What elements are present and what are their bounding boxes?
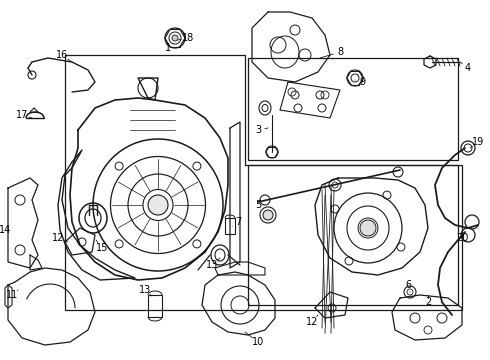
Circle shape (360, 220, 376, 236)
Text: 1: 1 (165, 43, 171, 53)
Text: 12: 12 (52, 233, 64, 243)
Text: 13: 13 (206, 260, 218, 270)
Circle shape (263, 210, 273, 220)
Text: 20: 20 (456, 233, 468, 243)
Text: 10: 10 (252, 337, 264, 347)
Text: 9: 9 (359, 77, 365, 87)
Circle shape (148, 195, 168, 215)
Bar (248, 58, 458, 160)
Text: 6: 6 (405, 280, 411, 290)
Text: 11: 11 (6, 290, 18, 300)
Text: 19: 19 (472, 137, 484, 147)
Text: 15: 15 (96, 243, 108, 253)
Text: 2: 2 (425, 297, 431, 307)
Text: 12: 12 (306, 317, 318, 327)
Circle shape (172, 35, 178, 41)
Bar (148, 295, 162, 317)
Text: 4: 4 (465, 63, 471, 73)
Text: 7: 7 (235, 217, 241, 227)
Text: 18: 18 (182, 33, 194, 43)
Text: 13: 13 (139, 285, 151, 295)
Text: 17: 17 (16, 110, 28, 120)
Bar (248, 165, 458, 305)
Text: 16: 16 (56, 50, 68, 60)
Text: 3: 3 (255, 125, 261, 135)
Text: 14: 14 (0, 225, 11, 235)
Text: 8: 8 (337, 47, 343, 57)
Bar (225, 218, 235, 234)
Text: 5: 5 (255, 200, 261, 210)
